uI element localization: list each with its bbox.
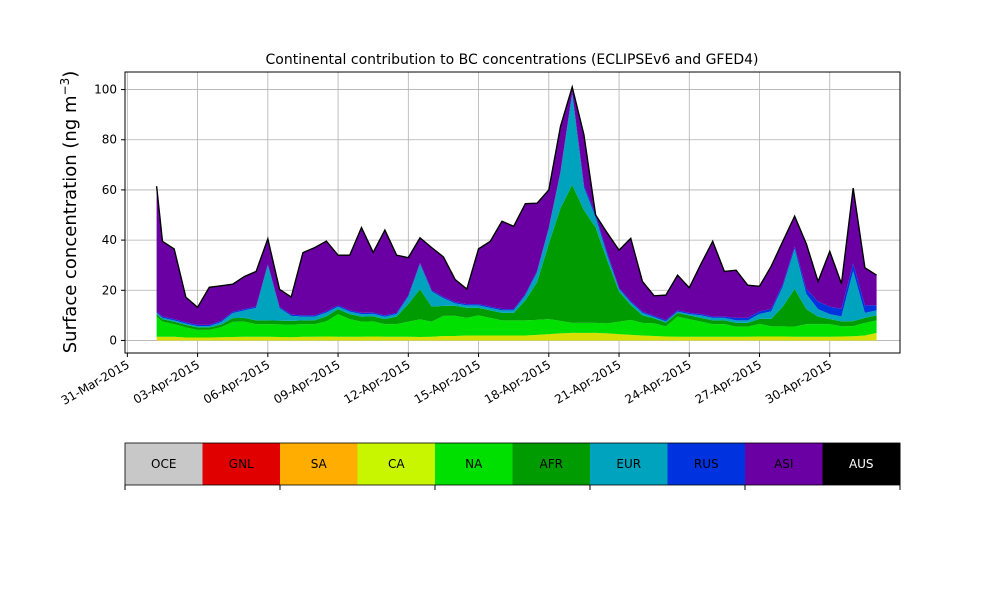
y-axis-label: Surface concentration (ng m−3) bbox=[58, 71, 81, 354]
colorbar-swatch-gnl bbox=[202, 443, 281, 485]
y-tick-label: 80 bbox=[102, 133, 117, 147]
x-tick-label: 03-Apr-2015 bbox=[131, 357, 202, 406]
area-afr bbox=[156, 184, 877, 330]
plot-frame bbox=[124, 71, 901, 354]
colorbar-label-rus: RUS bbox=[694, 457, 719, 471]
x-tick-label: 30-Apr-2015 bbox=[763, 357, 834, 406]
x-tick-label: 31-Mar-2015 bbox=[59, 357, 132, 407]
colorbar-frame bbox=[124, 442, 901, 486]
colorbar-swatch-na bbox=[435, 443, 513, 485]
y-axis-label-main: Surface concentration (ng m bbox=[60, 95, 81, 353]
colorbar-swatch-oce bbox=[125, 443, 203, 485]
colorbar-swatch-ca bbox=[357, 443, 436, 485]
x-tick-label: 27-Apr-2015 bbox=[693, 357, 764, 406]
y-tick-label: 60 bbox=[102, 183, 117, 197]
colorbar-label-afr: AFR bbox=[540, 457, 563, 471]
colorbar-swatch-rus bbox=[667, 443, 746, 485]
area-eur bbox=[156, 94, 877, 328]
colorbar-swatch-sa bbox=[280, 443, 358, 485]
total-line bbox=[155, 84, 877, 309]
x-tick-label: 09-Apr-2015 bbox=[271, 357, 342, 406]
x-tick-label: 06-Apr-2015 bbox=[201, 357, 272, 406]
x-tick-label: 12-Apr-2015 bbox=[342, 357, 413, 406]
y-axis: 0 20 40 60 80 100 bbox=[94, 83, 125, 347]
colorbar-swatch-eur bbox=[590, 443, 668, 485]
colorbar-label-na: NA bbox=[465, 457, 483, 471]
stacked-areas bbox=[156, 87, 877, 341]
x-tick-label: 18-Apr-2015 bbox=[482, 357, 553, 406]
colorbar-label-gnl: GNL bbox=[229, 457, 254, 471]
y-axis-label-exponent: −3 bbox=[58, 78, 72, 96]
x-tick-label: 24-Apr-2015 bbox=[623, 357, 694, 406]
colorbar-swatch-aus bbox=[822, 443, 901, 485]
area-ca bbox=[156, 332, 877, 341]
colorbar-label-eur: EUR bbox=[616, 457, 641, 471]
colorbar-swatch-afr bbox=[512, 443, 591, 485]
area-na bbox=[156, 314, 877, 338]
colorbar-label-sa: SA bbox=[311, 457, 328, 471]
colorbar-label-ca: CA bbox=[388, 457, 405, 471]
x-tick-label: 15-Apr-2015 bbox=[412, 357, 483, 406]
chart-title: Continental contribution to BC concentra… bbox=[266, 52, 759, 68]
colorbar-legend: OCE GNL SA CA NA AFR EUR RUS ASI AUS bbox=[124, 442, 901, 490]
y-tick-label: 20 bbox=[102, 283, 117, 297]
colorbar-swatch-asi bbox=[745, 443, 823, 485]
x-tick-label: 21-Apr-2015 bbox=[552, 357, 623, 406]
colorbar-label-oce: OCE bbox=[151, 457, 176, 471]
colorbar-label-aus: AUS bbox=[849, 457, 874, 471]
y-tick-label: 100 bbox=[94, 83, 117, 97]
area-asi bbox=[156, 87, 877, 325]
y-axis-label-tail: ) bbox=[60, 71, 81, 78]
x-axis: 31-Mar-201503-Apr-201506-Apr-201509-Apr-… bbox=[59, 353, 834, 408]
y-tick-label: 40 bbox=[102, 233, 117, 247]
colorbar-label-asi: ASI bbox=[774, 457, 793, 471]
y-tick-label: 0 bbox=[109, 333, 117, 347]
